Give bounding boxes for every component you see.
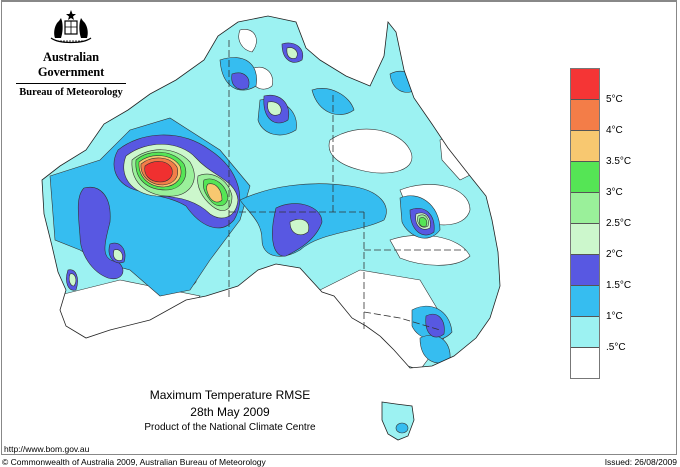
map-date: 28th May 2009: [190, 405, 270, 419]
legend-label: 5°C: [606, 94, 623, 105]
logo-divider: [16, 83, 126, 84]
issued-date: Issued: 26/08/2009: [604, 457, 677, 467]
map-credit: Product of the National Climate Centre: [144, 422, 316, 433]
legend-label: 2.5°C: [606, 218, 632, 229]
legend-band-5c: [571, 69, 599, 100]
legend-label: .5°C: [606, 342, 626, 353]
legend-band-3c: [571, 162, 599, 193]
legend-label: 3.5°C: [606, 156, 632, 167]
legend-label: 4°C: [606, 125, 623, 136]
government-logo: Australian Government Bureau of Meteorol…: [10, 8, 132, 98]
legend-band-4c: [571, 100, 599, 131]
agency-name: Bureau of Meteorology: [19, 87, 123, 98]
tasmania: [381, 401, 415, 441]
legend-band-1-5c: [571, 255, 599, 286]
legend-label: 1°C: [606, 311, 623, 322]
legend-label: 3°C: [606, 187, 623, 198]
color-legend: [570, 68, 600, 379]
map-title: Maximum Temperature RMSE: [149, 388, 311, 402]
legend-band-0-5c: [571, 317, 599, 348]
legend-band-3-5c: [571, 131, 599, 162]
legend-label: 1.5°C: [606, 280, 632, 291]
legend-band-2c: [571, 224, 599, 255]
coat-of-arms-icon: [50, 10, 92, 44]
legend-band-below: [571, 348, 599, 378]
government-name: Australian Government: [37, 50, 105, 79]
bom-url-link[interactable]: http://www.bom.gov.au: [4, 444, 90, 454]
legend-label: 2°C: [606, 249, 623, 260]
legend-band-2-5c: [571, 193, 599, 224]
copyright-text: © Commonwealth of Australia 2009, Austra…: [2, 457, 266, 467]
legend-band-1c: [571, 286, 599, 317]
